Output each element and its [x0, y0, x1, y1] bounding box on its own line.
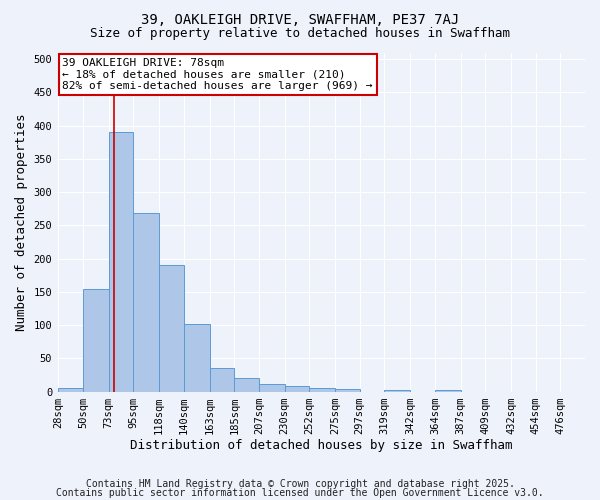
Text: 39 OAKLEIGH DRIVE: 78sqm
← 18% of detached houses are smaller (210)
82% of semi-: 39 OAKLEIGH DRIVE: 78sqm ← 18% of detach…: [62, 58, 373, 91]
Text: Contains public sector information licensed under the Open Government Licence v3: Contains public sector information licen…: [56, 488, 544, 498]
Text: Contains HM Land Registry data © Crown copyright and database right 2025.: Contains HM Land Registry data © Crown c…: [86, 479, 514, 489]
Bar: [133, 214, 159, 392]
Text: 39, OAKLEIGH DRIVE, SWAFFHAM, PE37 7AJ: 39, OAKLEIGH DRIVE, SWAFFHAM, PE37 7AJ: [141, 12, 459, 26]
Bar: [335, 389, 360, 392]
Bar: [109, 132, 133, 392]
Bar: [234, 378, 259, 392]
Bar: [209, 368, 234, 392]
Bar: [385, 390, 410, 392]
Text: Size of property relative to detached houses in Swaffham: Size of property relative to detached ho…: [90, 28, 510, 40]
Bar: [435, 390, 461, 392]
Bar: [83, 288, 109, 392]
Bar: [58, 388, 83, 392]
Bar: [159, 266, 184, 392]
Bar: [310, 388, 335, 392]
Bar: [259, 384, 284, 392]
Bar: [184, 324, 209, 392]
X-axis label: Distribution of detached houses by size in Swaffham: Distribution of detached houses by size …: [130, 440, 512, 452]
Bar: [284, 386, 310, 392]
Y-axis label: Number of detached properties: Number of detached properties: [15, 114, 28, 331]
